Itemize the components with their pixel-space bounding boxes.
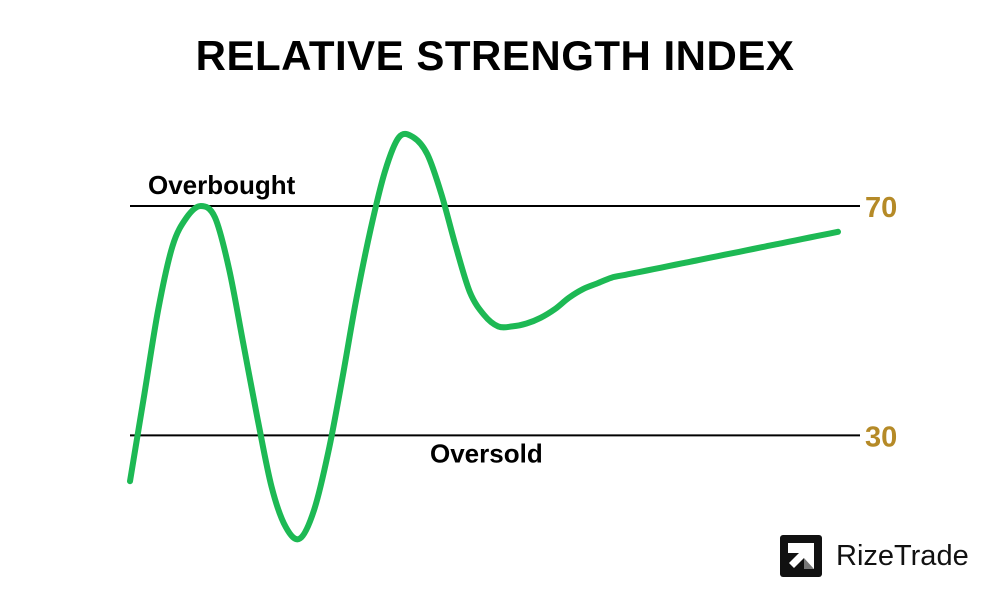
level-tick-label-70: 70 bbox=[865, 192, 897, 224]
zone-label-overbought: Overbought bbox=[148, 170, 296, 200]
chart-title: RELATIVE STRENGTH INDEX bbox=[195, 32, 795, 79]
level-tick-label-30: 30 bbox=[865, 421, 897, 453]
brand-logo: RizeTrade bbox=[780, 535, 969, 577]
rsi-series-line bbox=[127, 130, 841, 543]
zone-label-oversold: Oversold bbox=[430, 438, 543, 468]
arrow-up-right-icon bbox=[780, 535, 822, 577]
brand-name: RizeTrade bbox=[836, 539, 969, 572]
